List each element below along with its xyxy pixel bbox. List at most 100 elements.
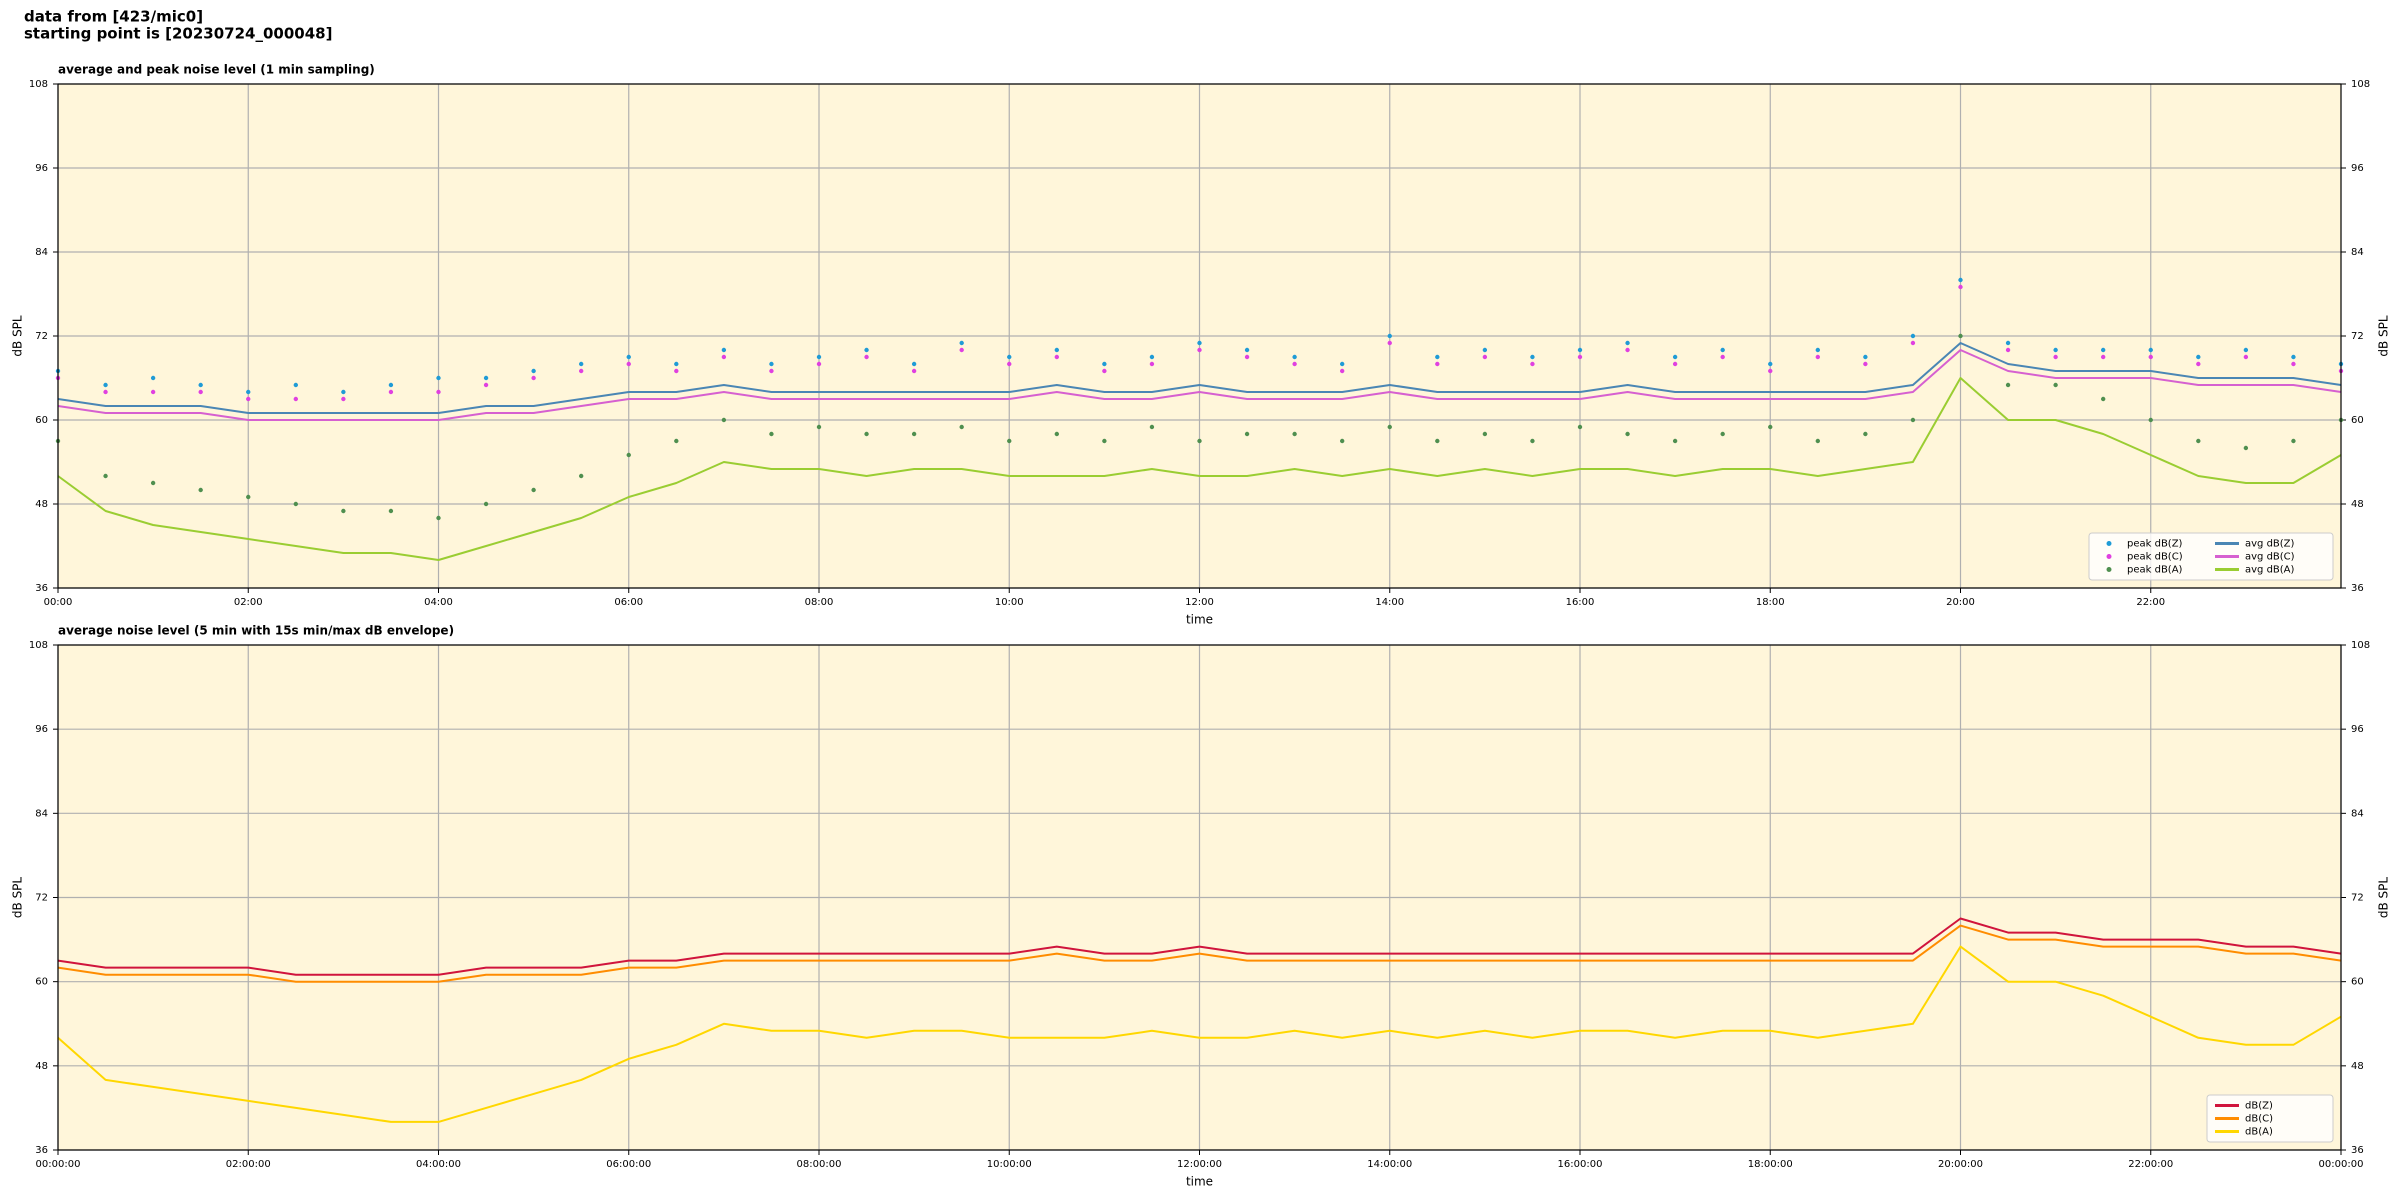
y-tick-label: 72 [35,893,48,904]
peak-point [103,382,108,388]
y-tick-label: 84 [35,247,48,258]
peak-point [341,389,346,395]
peak-point [1815,347,1821,353]
peak-point [531,375,536,381]
peak-point [1482,431,1488,437]
peak-point [1815,438,1821,444]
peak-point [1910,417,1916,423]
peak-point [1768,424,1773,430]
peak-point [1339,438,1345,444]
y-tick-label: 96 [2351,724,2364,735]
y-tick-label: 108 [29,79,48,90]
peak-point [2196,354,2201,360]
peak-point [1768,361,1773,367]
legend-label: dB(A) [2245,1127,2273,1138]
y-tick-label: 60 [35,977,48,988]
peak-point [1149,361,1155,367]
peak-point [1007,361,1012,367]
y-tick-label: 36 [35,583,48,594]
y-tick-label: 72 [2351,331,2364,342]
peak-point [911,368,917,374]
peak-point [1339,368,1345,374]
peak-point [2196,361,2201,367]
peak-point [531,368,536,374]
y-tick-label: 60 [2351,415,2364,426]
peak-point [246,494,251,500]
peak-point [436,389,441,395]
legend-label: peak dB(Z) [2127,539,2183,550]
peak-point [959,424,964,430]
series-line [57,924,2342,983]
y-tick-label: 72 [35,331,48,342]
y-tick-label: 96 [35,163,48,174]
peak-point [2243,347,2249,353]
peak-point [1863,361,1868,367]
legend-marker [2106,567,2112,572]
y-tick-label: 36 [2351,583,2364,594]
x-tick-label: 04:00 [424,597,453,608]
y-axis-label: dB SPL [2377,877,2391,919]
y-tick-label: 96 [35,724,48,735]
y-axis-label: dB SPL [2377,315,2391,357]
peak-point [1244,431,1250,437]
peak-point [2291,361,2296,367]
peak-point [1577,347,1583,353]
y-tick-label: 36 [2351,1145,2364,1156]
legend-label: dB(Z) [2245,1101,2273,1112]
peak-point [578,368,584,374]
peak-point [1530,361,1535,367]
y-tick-label: 96 [2351,163,2364,174]
y-tick-label: 72 [2351,893,2364,904]
x-tick-label: 10:00:00 [987,1159,1032,1170]
peak-point [531,487,536,493]
x-axis-label: time [1186,1175,1213,1189]
y-tick-label: 108 [2351,640,2370,651]
peak-point [1720,347,1725,353]
x-tick-label: 22:00:00 [2128,1159,2173,1170]
peak-point [150,480,156,486]
peak-point [2053,382,2058,388]
y-axis-label: dB SPL [11,315,25,357]
peak-point [2291,354,2296,360]
peak-point [1007,438,1012,444]
x-tick-label: 10:00 [995,597,1024,608]
peak-point [1482,354,1488,360]
peak-point [626,452,631,458]
peak-point [1720,431,1725,437]
peak-point [1672,361,1678,367]
legend-label: avg dB(Z) [2245,539,2295,550]
peak-point [1435,354,1440,360]
x-tick-label: 14:00 [1375,597,1404,608]
peak-point [959,340,964,346]
header-line: data from [423/mic0] [24,8,203,26]
y-tick-label: 48 [2351,499,2364,510]
y-tick-label: 36 [35,1145,48,1156]
peak-point [578,473,584,479]
peak-point [2148,417,2153,423]
peak-point [1197,438,1202,444]
y-tick-label: 60 [35,415,48,426]
x-tick-label: 02:00 [234,597,263,608]
x-tick-label: 08:00:00 [797,1159,842,1170]
peak-point [1102,368,1107,374]
peak-point [721,417,727,423]
peak-point [2243,354,2249,360]
peak-point [483,375,489,381]
x-tick-label: 16:00 [1566,597,1595,608]
peak-point [198,487,203,493]
peak-point [721,347,727,353]
peak-point [1102,361,1107,367]
y-axis-label: dB SPL [11,877,25,919]
peak-point [911,431,917,437]
legend-marker [2106,554,2112,559]
peak-point [1958,333,1963,339]
peak-point [1530,438,1535,444]
peak-point [2148,354,2153,360]
x-tick-label: 06:00 [614,597,643,608]
peak-point [816,361,822,367]
peak-point [2100,354,2106,360]
x-tick-label: 18:00 [1756,597,1785,608]
peak-point [674,438,679,444]
peak-point [769,431,774,437]
